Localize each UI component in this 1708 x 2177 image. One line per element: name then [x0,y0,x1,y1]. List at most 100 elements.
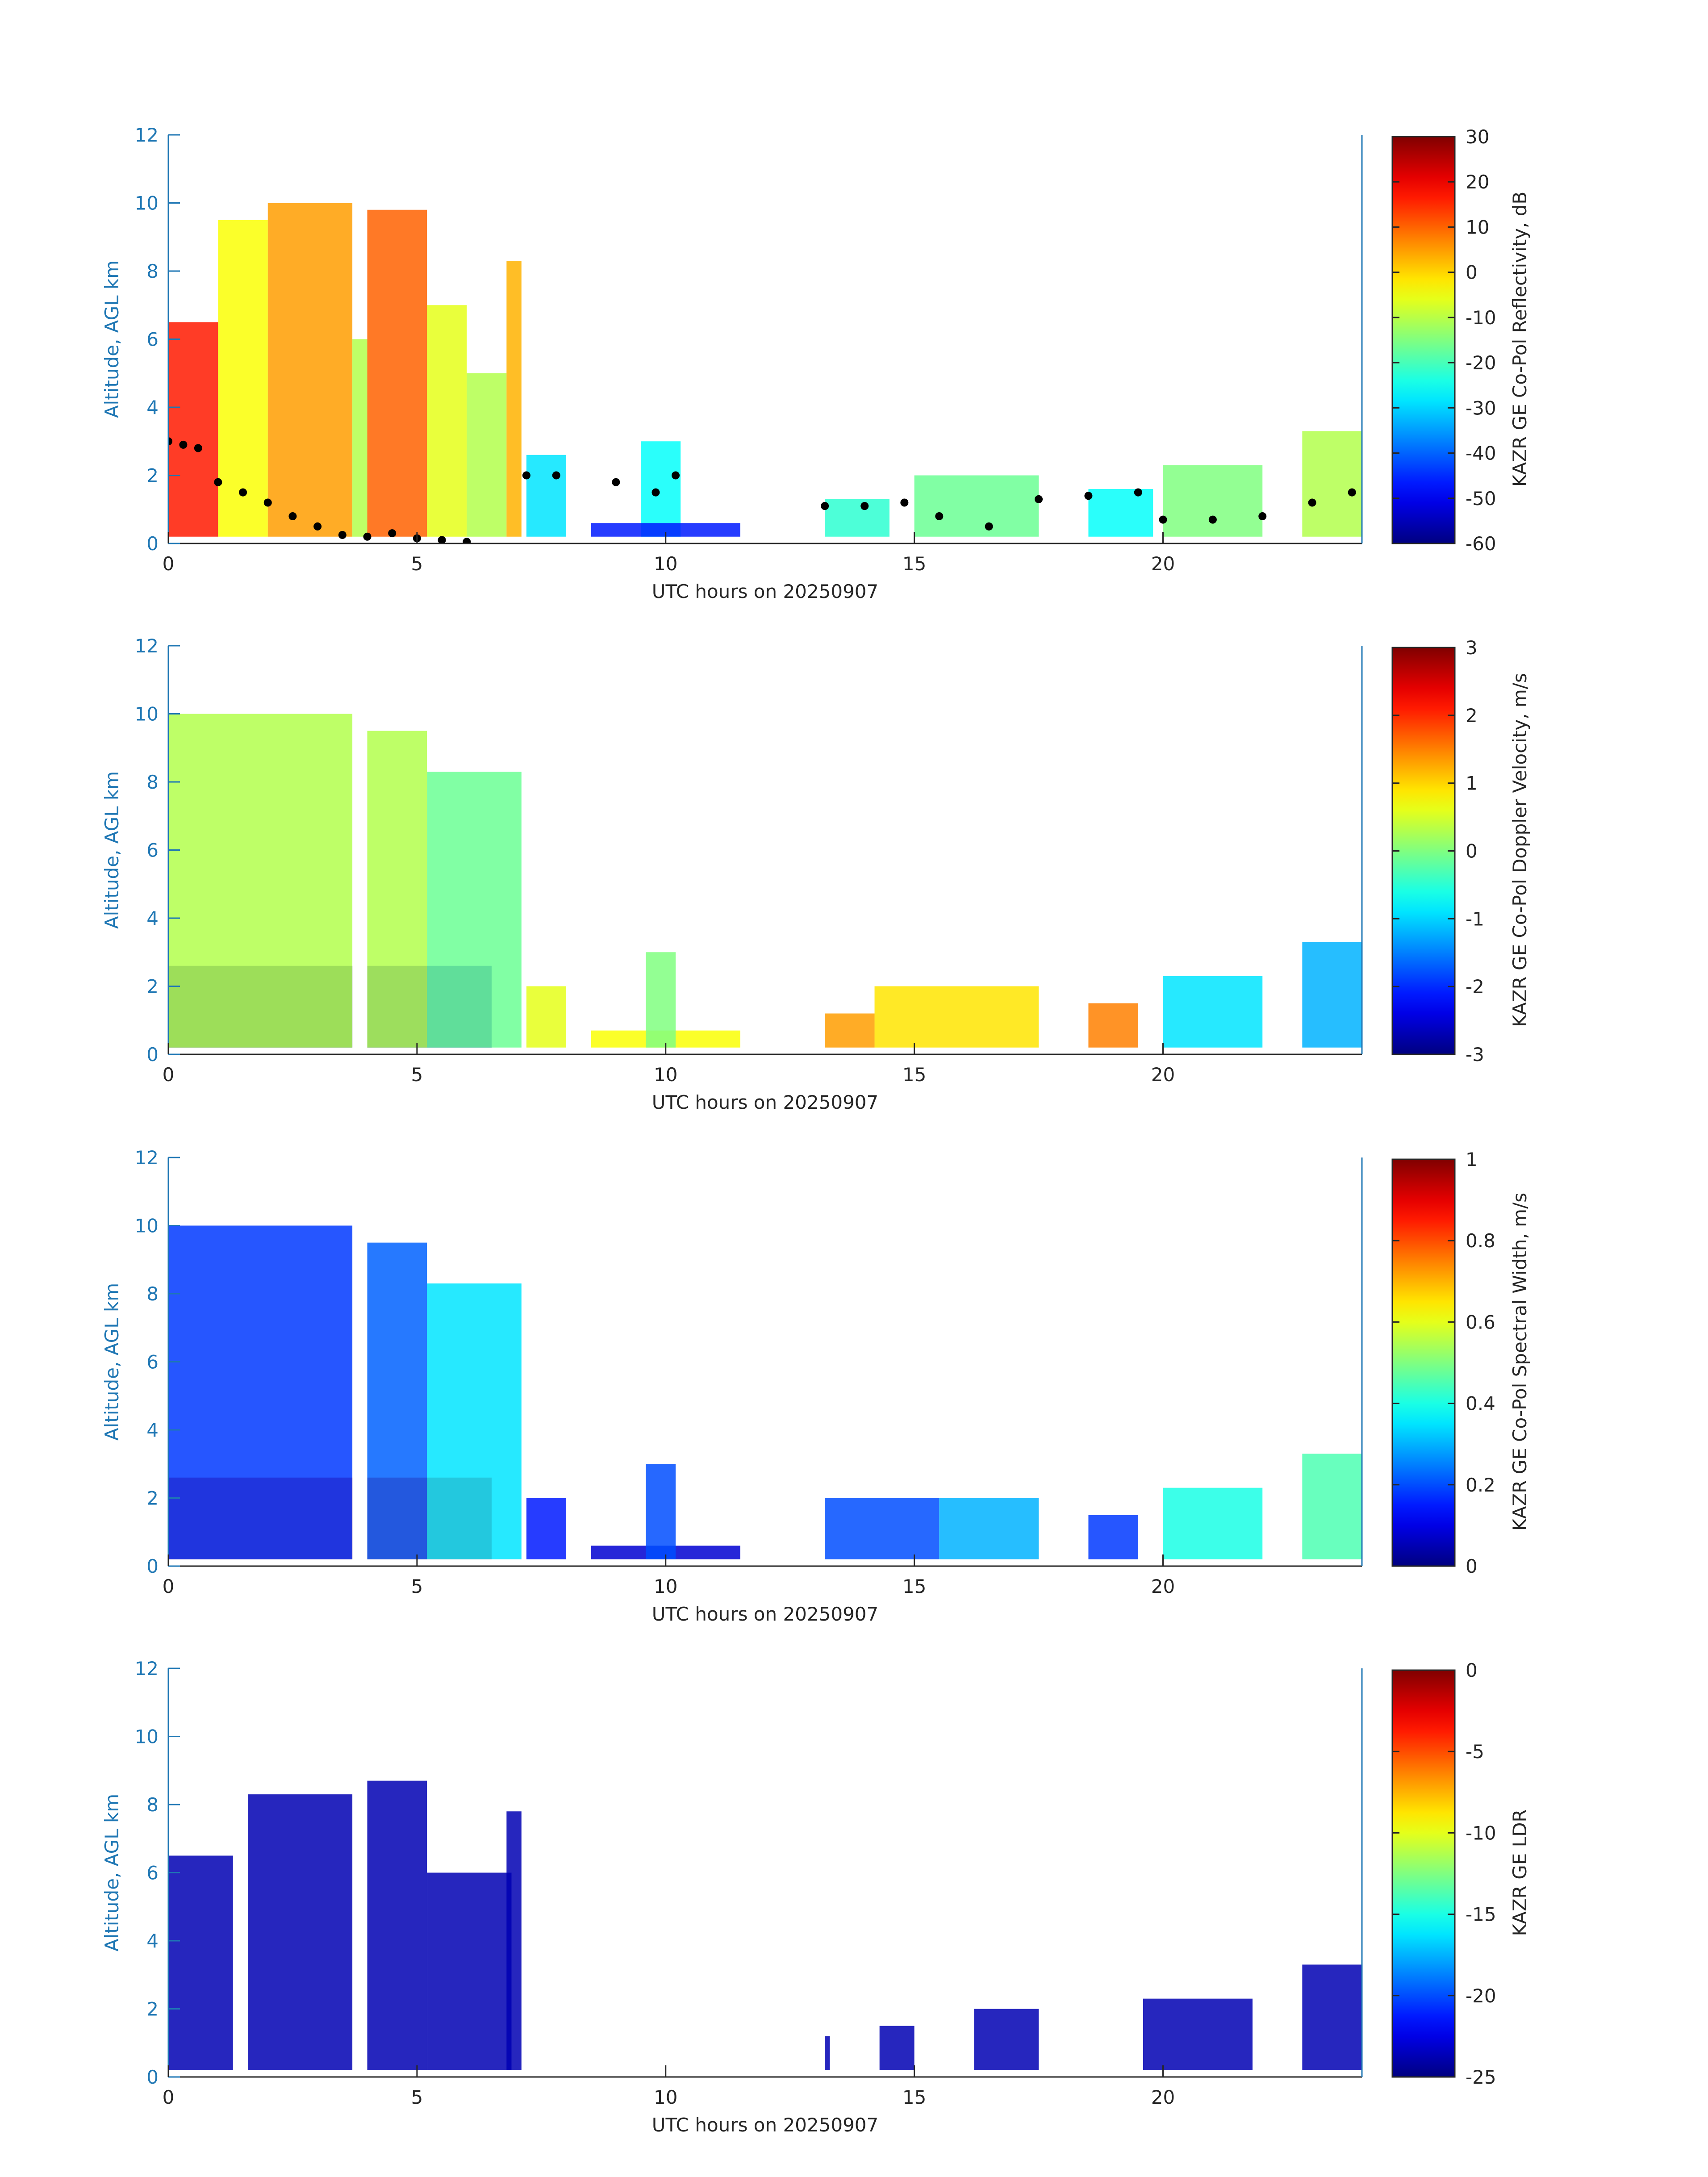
cloud-base-point [1035,495,1043,503]
colorbar-tick-label: -20 [1466,1985,1496,2007]
y-tick-label: 0 [146,533,159,555]
echo-region [1163,1488,1263,1559]
y-tick-label: 12 [135,635,159,657]
echo-region [218,220,268,537]
x-tick-label: 5 [411,2086,423,2108]
echo-region [1302,1454,1362,1559]
x-tick-label: 20 [1151,2086,1175,2108]
y-tick-label: 0 [146,1555,159,1577]
cloud-base-point [1208,515,1217,524]
echo-layer [168,1225,1362,1559]
colorbar-label: KAZR GE Co-Pol Spectral Width, m/s [1509,1193,1531,1531]
echo-region [1163,976,1263,1048]
echo-region [1302,1964,1362,2070]
cloud-base-point [1308,498,1316,507]
x-tick-label: 5 [411,553,423,575]
y-tick-label: 12 [135,1147,159,1169]
y-tick-label: 0 [146,1044,159,1066]
echo-layer [168,714,1362,1048]
y-tick-label: 10 [135,1726,159,1748]
colorbar-tick-label: -25 [1466,2066,1496,2088]
y-tick-label: 4 [146,397,159,418]
y-axis-label: Altitude, AGL km [101,771,123,929]
echo-region [248,1794,353,2070]
colorbar-tick-label: 0 [1466,840,1478,862]
echo-region [825,1013,875,1048]
colorbar-tick-label: -2 [1466,976,1484,998]
cloud-base-point [313,522,322,531]
x-tick-label: 15 [902,553,926,575]
x-tick-label: 10 [654,2086,677,2108]
echo-region [641,441,681,537]
colorbar-label: KAZR GE Co-Pol Reflectivity, dB [1509,192,1531,487]
echo-region [168,1855,233,2070]
x-tick-label: 5 [411,1064,423,1086]
x-tick-label: 0 [163,1575,175,1597]
x-tick-label: 10 [654,1575,677,1597]
cloud-base-point [239,488,247,497]
echo-layer [168,203,1362,543]
y-tick-label: 10 [135,703,159,725]
x-tick-label: 15 [902,1575,926,1597]
y-tick-label: 0 [146,2066,159,2088]
cloud-base-point [522,471,530,480]
colorbar-tick-label: -10 [1466,307,1496,329]
echo-region [1302,431,1362,537]
y-tick-label: 8 [146,771,159,793]
x-axis-label: UTC hours on 20250907 [652,1091,879,1113]
y-axis-label: Altitude, AGL km [101,1283,123,1441]
cloud-base-point [288,512,297,520]
colorbar-tick-label: -60 [1466,533,1496,555]
colorbar-tick-label: -40 [1466,443,1496,464]
cloud-base-point [463,538,471,543]
colorbar-fill [1391,136,1456,544]
colorbar-tick-label: 2 [1466,705,1478,727]
y-tick-label: 12 [135,124,159,146]
echo-region [352,339,367,537]
cloud-base-point [438,536,446,543]
x-tick-label: 15 [902,1064,926,1086]
colorbar-tick-label: -15 [1466,1904,1496,1926]
cloud-base-point [263,498,272,507]
cloud-base-point [168,437,172,446]
echo-region [427,772,522,1048]
colorbar-tick-label: 0.8 [1466,1230,1495,1252]
y-tick-label: 8 [146,1283,159,1305]
cloud-base-point [1258,512,1267,520]
x-tick-label: 20 [1151,553,1175,575]
colorbar-tick-label: 0 [1466,1555,1478,1577]
x-axis-label: UTC hours on 20250907 [652,2114,879,2136]
x-tick-label: 0 [163,1064,175,1086]
x-tick-label: 10 [654,553,677,575]
echo-region [1088,1515,1138,1559]
y-tick-label: 2 [146,1998,159,2020]
x-tick-label: 20 [1151,1575,1175,1597]
echo-region [1088,1003,1138,1048]
y-tick-label: 2 [146,465,159,487]
cloud-base-point [672,471,680,480]
colorbar-tick-label: -20 [1466,352,1496,374]
colorbar-tick-label: 1 [1466,1149,1478,1170]
cloud-base-point [935,512,944,520]
y-tick-label: 12 [135,1658,159,1680]
cloud-base-point [821,502,829,510]
y-tick-label: 6 [146,840,159,861]
x-tick-label: 20 [1151,1064,1175,1086]
y-tick-label: 6 [146,329,159,351]
x-axis-label: UTC hours on 20250907 [652,1603,879,1625]
colorbar-tick-label: 30 [1466,126,1489,148]
colorbar: 0 -5 -10 -15 -20 -25 KAZR GE LDR [1391,1659,1531,2088]
y-tick-label: 4 [146,1930,159,1952]
echo-region [874,986,1039,1048]
echo-region [1143,1998,1253,2070]
x-tick-label: 15 [902,2086,926,2108]
cloud-base-point [363,532,372,541]
echo-region [168,714,353,1048]
cloud-base-point [1084,492,1093,500]
x-axis-label: UTC hours on 20250907 [652,581,879,602]
y-tick-label: 8 [146,260,159,282]
cloud-base-point [985,522,993,531]
